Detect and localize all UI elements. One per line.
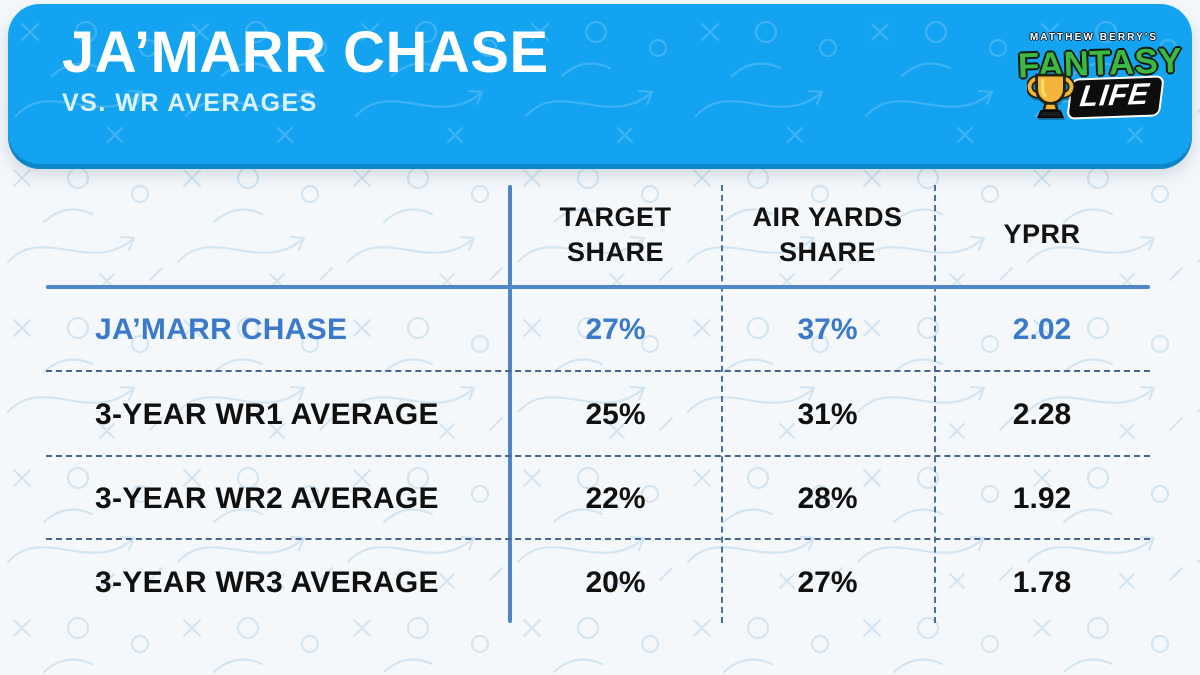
column-header-line: TARGET: [559, 201, 672, 232]
column-header-target-share: TARGET SHARE: [512, 185, 719, 285]
table-header-row: TARGET SHARE AIR YARDS SHARE YPRR: [0, 185, 1200, 285]
page-subtitle: VS. WR AVERAGES: [62, 89, 318, 117]
column-header-line: AIR YARDS: [752, 201, 903, 232]
cell-air-yards-share: 27%: [797, 565, 858, 599]
row-label: 3-YEAR WR3 AVERAGE: [95, 565, 439, 599]
column-header-yprr: YPRR: [936, 185, 1148, 285]
cell-air-yards-share: 37%: [797, 312, 858, 346]
column-header-line: YPRR: [1003, 219, 1081, 250]
header-underline-rule: [46, 285, 1150, 289]
cell-yprr: 1.78: [1012, 565, 1072, 599]
row-separator-3: [46, 538, 1150, 540]
cell-target-share: 27%: [585, 312, 646, 346]
page-title: JA’MARR CHASE: [62, 20, 549, 85]
logo-matthew-berrys-text: MATTHEW BERRY'S: [1029, 32, 1159, 43]
table-row-jamarr-chase: JA’MARR CHASE 27% 37% 2.02: [0, 289, 1200, 370]
cell-air-yards-share: 31%: [797, 397, 858, 431]
table-row-wr2-average: 3-YEAR WR2 AVERAGE 22% 28% 1.92: [0, 459, 1200, 538]
row-label: 3-YEAR WR2 AVERAGE: [95, 481, 439, 515]
header-text-block: JA’MARR CHASE VS. WR AVERAGES: [62, 24, 549, 118]
column-header-line: SHARE: [778, 237, 876, 267]
logo-life-row: LIFE: [1018, 71, 1170, 123]
fantasy-life-logo: MATTHEW BERRY'S FANTASY LIFE: [1017, 32, 1183, 123]
trophy-icon: [1026, 73, 1074, 119]
vertical-rule-col2: [721, 185, 723, 623]
table-row-wr3-average: 3-YEAR WR3 AVERAGE 20% 27% 1.78: [0, 542, 1200, 623]
cell-target-share: 20%: [585, 565, 646, 599]
cell-target-share: 25%: [585, 397, 646, 431]
cell-air-yards-share: 28%: [797, 481, 858, 515]
cell-yprr: 1.92: [1012, 481, 1072, 515]
table-row-wr1-average: 3-YEAR WR1 AVERAGE 25% 31% 2.28: [0, 374, 1200, 455]
header-banner: JA’MARR CHASE VS. WR AVERAGES MATTHEW BE…: [8, 4, 1192, 164]
cell-target-share: 22%: [585, 481, 646, 515]
vertical-rule-col3: [934, 185, 936, 623]
row-separator-1: [46, 370, 1150, 372]
column-header-air-yards-share: AIR YARDS SHARE: [723, 185, 932, 285]
vertical-rule-labels: [508, 185, 512, 623]
row-label: JA’MARR CHASE: [95, 312, 348, 346]
cell-yprr: 2.02: [1012, 312, 1072, 346]
column-header-line: SHARE: [566, 237, 664, 267]
row-separator-2: [46, 455, 1150, 457]
header-pattern: [8, 4, 1192, 164]
cell-yprr: 2.28: [1012, 397, 1072, 431]
row-label: 3-YEAR WR1 AVERAGE: [95, 397, 439, 431]
